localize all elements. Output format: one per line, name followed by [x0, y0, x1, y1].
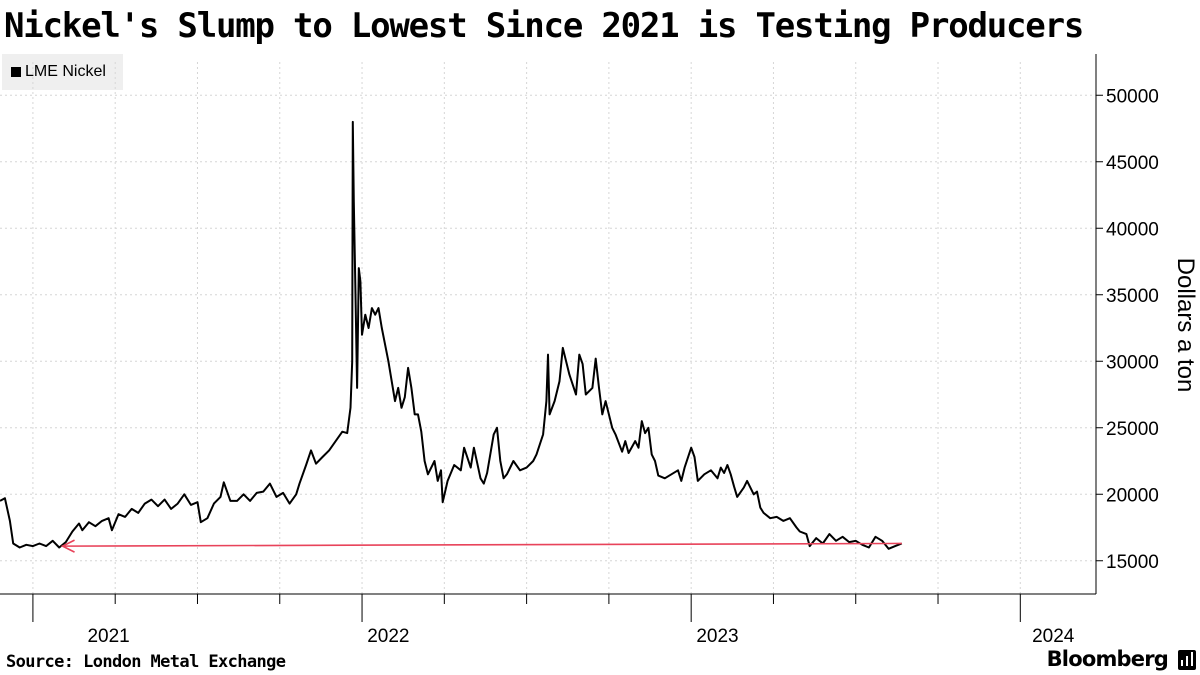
- annotation-layer: [60, 539, 902, 553]
- gridlines: [0, 62, 1096, 594]
- y-tick-label: 40000: [1106, 219, 1159, 240]
- legend-label: LME Nickel: [25, 63, 106, 80]
- x-tick-label: 2021: [87, 626, 129, 647]
- chart-title: Nickel's Slump to Lowest Since 2021 is T…: [4, 6, 1084, 46]
- y-tick-label: 35000: [1106, 286, 1159, 307]
- x-tick-label: 2024: [1032, 626, 1075, 647]
- y-tick-label: 50000: [1106, 86, 1159, 107]
- series-layer: [0, 120, 903, 550]
- y-tick-label: 45000: [1106, 153, 1159, 174]
- legend: LME Nickel: [2, 54, 123, 90]
- series-line-lme-nickel: [0, 120, 903, 550]
- brand-logo: Bloomberg: [1046, 647, 1169, 671]
- annotation-arrow: [62, 542, 902, 547]
- axes: 15000 20000 25000 30000 35000 40000 45000 50000…: [0, 54, 1159, 647]
- x-tick-label: 2022: [367, 626, 409, 647]
- x-tick-label: 2023: [696, 626, 738, 647]
- annotation-arrowhead: [60, 539, 75, 553]
- source-note: Source: London Metal Exchange: [6, 652, 286, 672]
- bloomberg-terminal-icon: [1178, 650, 1196, 670]
- y-tick-label: 25000: [1106, 419, 1159, 440]
- y-tick-label: 15000: [1106, 552, 1159, 573]
- y-tick-label: 20000: [1106, 485, 1159, 506]
- legend-swatch: [11, 67, 21, 77]
- y-tick-label: 30000: [1106, 352, 1159, 373]
- y-axis-label: Dollars a ton: [1172, 257, 1199, 393]
